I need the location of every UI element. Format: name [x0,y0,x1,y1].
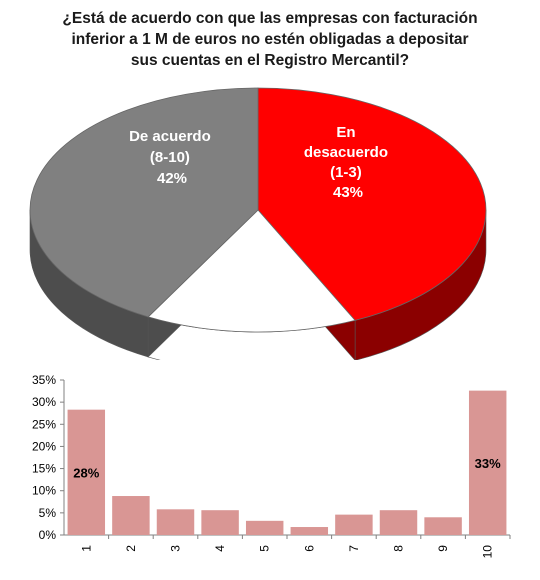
bar [468,390,507,535]
y-tick-label: 15% [32,462,56,476]
x-tick-label: 6 [302,545,316,552]
pie-slice [147,209,356,333]
pie-label-acuerdo: De acuerdo (8-10) 42% [129,128,215,187]
y-tick-label: 10% [32,484,56,498]
pie-label-line: (8-10) [150,149,190,166]
pie-label-desacuerdo: En desacuerdo (1-3) 43% [304,124,392,201]
pie-label-line: desacuerdo [304,144,388,161]
y-tick-label: 5% [39,506,57,520]
y-tick-label: 30% [32,395,56,409]
x-tick-label: 3 [169,545,183,552]
x-tick-label: 8 [392,545,406,552]
pie-chart: En desacuerdo (1-3) 43% De acuerdo (8-10… [29,87,487,360]
bar [156,509,195,535]
pie-slice [257,87,487,321]
y-tick-label: 25% [32,417,56,431]
y-tick-label: 35% [32,373,56,387]
x-tick-label: 7 [347,545,361,552]
bar [335,514,373,535]
chart-title: ¿Está de acuerdo con que las empresas co… [30,8,510,71]
bar [112,496,150,535]
y-tick-label: 20% [32,439,56,453]
title-line: sus cuentas en el Registro Mercantil? [130,52,410,69]
bar [290,527,329,535]
x-tick-label: 1 [79,545,93,552]
data-label: 28% [73,465,99,480]
pie-label-line: (1-3) [330,164,362,181]
x-tick-label: 2 [124,545,138,552]
bar [67,409,106,535]
pie-label-line: De acuerdo [129,128,211,145]
pie-percent-label: 43% [333,184,363,201]
x-tick-label: 4 [213,545,227,552]
x-tick-label: 5 [258,545,272,552]
data-label: 33% [475,456,501,471]
bar [424,517,462,535]
title-line: ¿Está de acuerdo con que las empresas co… [62,10,478,27]
bar [379,510,418,535]
y-tick-label: 0% [39,528,57,542]
pie-label-line: En [336,124,355,141]
x-tick-label: 10 [481,545,495,559]
pie-slice [29,87,259,318]
x-tick-label: 9 [436,545,450,552]
bar [245,520,284,535]
bar [201,510,239,535]
title-line: inferior a 1 M de euros no estén obligad… [71,31,469,48]
pie-percent-label: 42% [157,170,187,187]
